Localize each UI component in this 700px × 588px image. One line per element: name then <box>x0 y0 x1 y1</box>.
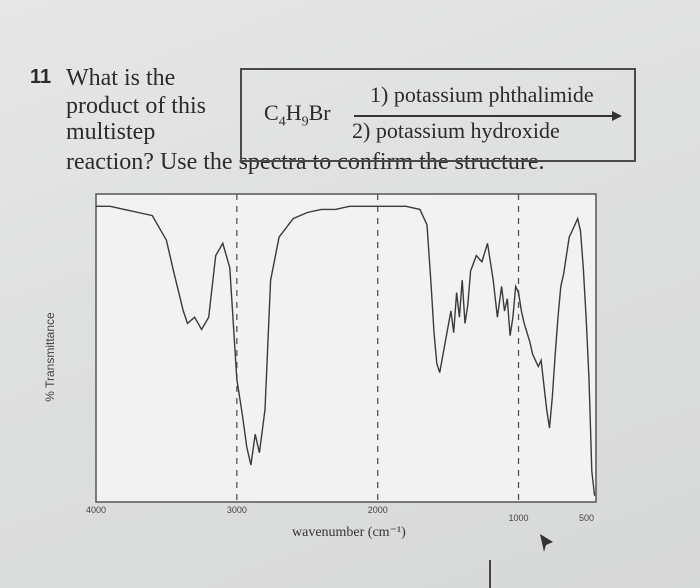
reaction-box: C4H9Br 1) potassium phthalimide 2) potas… <box>240 68 636 162</box>
arrow-head-icon <box>612 111 622 121</box>
question-line-4: reaction? Use the spectra to confirm the… <box>66 149 545 175</box>
question-line-3: multistep <box>66 119 156 145</box>
reactant-c-subscript: 4 <box>278 114 286 130</box>
x-tick-500: 500 <box>578 513 594 523</box>
reactant-h: H <box>285 100 302 125</box>
question-number: 11 <box>30 66 52 88</box>
reactant-br: Br <box>308 100 331 125</box>
x-tick-3000: 3000 <box>226 505 247 515</box>
plot-frame <box>95 193 597 503</box>
reactant-formula: C4H9Br <box>264 100 331 130</box>
spectrum-line <box>96 205 596 496</box>
x-tick-4000: 4000 <box>86 505 107 515</box>
reactant-c: C <box>264 100 279 125</box>
question-line-1: What is the <box>66 65 176 91</box>
reagent-step-2: 2) potassium hydroxide <box>352 118 560 143</box>
cursor-arrow-icon <box>540 534 553 552</box>
question-line-2: product of this <box>66 93 206 119</box>
reactant-h-subscript: 9 <box>301 114 309 130</box>
x-axis-label: wavenumber (cm⁻¹) <box>292 525 406 540</box>
reagent-step-1: 1) potassium phthalimide <box>370 82 594 107</box>
reference-lines <box>236 194 520 502</box>
reaction-arrow <box>354 115 616 117</box>
x-tick-2000: 2000 <box>367 505 388 515</box>
x-tick-1000: 1000 <box>508 513 529 523</box>
